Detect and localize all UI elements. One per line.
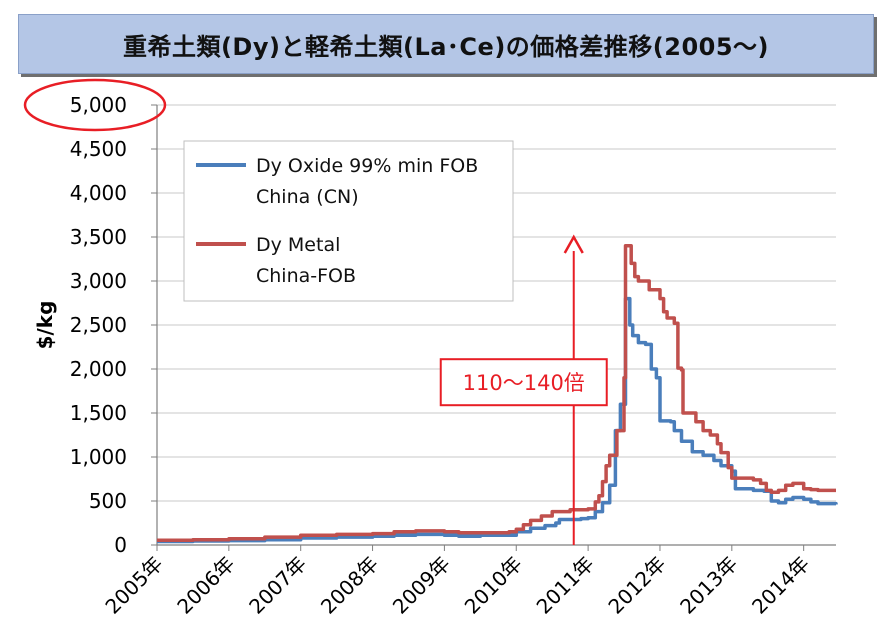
chart-title: 重希土類(Dy)と軽希土類(La･Ce)の価格差推移(2005〜) — [122, 32, 770, 61]
legend: Dy Oxide 99% min FOB China (CN) Dy Metal Ch… — [183, 140, 514, 302]
x-tick-label: 2006年 — [172, 552, 239, 619]
y-tick-label: 2,500 — [70, 313, 127, 337]
x-tick-label: 2007年 — [244, 552, 311, 619]
series-lines — [157, 244, 838, 544]
x-tick-label: 2012年 — [603, 552, 670, 619]
y-tick-label: 0 — [114, 533, 127, 557]
y-tick-label: 1,000 — [70, 445, 127, 469]
y-tick-label: 2,000 — [70, 357, 127, 381]
annotation-label: 110〜140倍 — [463, 371, 585, 395]
y-tick-label: 4,500 — [70, 137, 127, 161]
annotation-box — [439, 358, 608, 407]
annotation: 110〜140倍 — [23, 78, 608, 545]
x-tick-label: 2010年 — [460, 552, 527, 619]
x-tick-label: 2005年 — [100, 552, 167, 619]
x-tick-label: 2008年 — [316, 552, 383, 619]
y-tick-label: 5,000 — [70, 93, 127, 117]
x-tick-label: 2009年 — [388, 552, 455, 619]
y-tick-label: 1,500 — [70, 401, 127, 425]
chart-title-bar: 重希土類(Dy)と軽希土類(La･Ce)の価格差推移(2005〜) — [18, 14, 874, 74]
x-tick-label: 2013年 — [675, 552, 742, 619]
legend-label-1: Dy Oxide 99% min FOB China (CN) — [256, 155, 478, 208]
highlight-ellipse — [23, 78, 167, 132]
y-tick-label: 500 — [89, 489, 127, 513]
legend-label-2: Dy Metal China-FOB — [256, 234, 356, 287]
series-line-1 — [157, 296, 838, 544]
series-line-2 — [157, 244, 836, 542]
y-tick-label: 3,000 — [70, 269, 127, 293]
legend-box — [183, 140, 514, 302]
x-tick-label: 2014年 — [747, 552, 814, 619]
annotation-arrow-head — [563, 234, 584, 254]
y-axis-label: $/kg — [33, 301, 57, 350]
y-tick-label: 4,000 — [70, 181, 127, 205]
x-tick-label: 2011年 — [532, 552, 599, 619]
y-tick-label: 3,500 — [70, 225, 127, 249]
